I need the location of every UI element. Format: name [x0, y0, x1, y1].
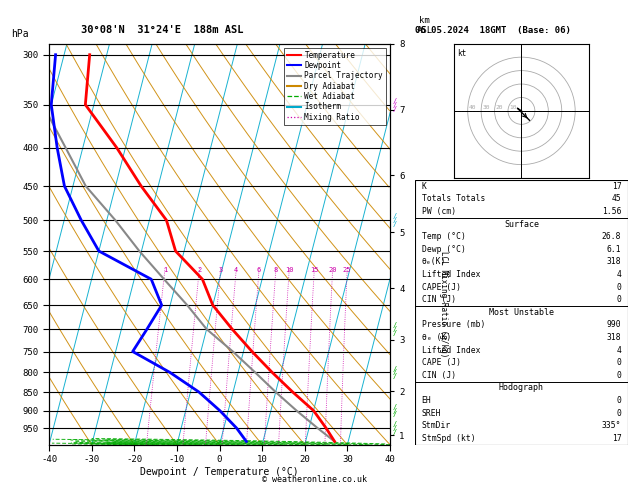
Text: LCL Mixing Ratio (g/kg): LCL Mixing Ratio (g/kg) — [439, 251, 448, 358]
Text: 17: 17 — [611, 182, 621, 191]
Text: 335°: 335° — [602, 421, 621, 430]
Text: /: / — [393, 330, 398, 336]
Text: /: / — [393, 102, 398, 108]
Text: 30°08'N  31°24'E  188m ASL: 30°08'N 31°24'E 188m ASL — [81, 25, 243, 35]
X-axis label: Dewpoint / Temperature (°C): Dewpoint / Temperature (°C) — [140, 467, 299, 477]
Text: 4: 4 — [616, 346, 621, 355]
Text: /: / — [393, 98, 398, 104]
Text: 318: 318 — [607, 333, 621, 342]
Text: 0: 0 — [616, 295, 621, 304]
Text: 10: 10 — [285, 267, 294, 273]
Text: 4: 4 — [616, 270, 621, 279]
Text: /: / — [393, 326, 398, 332]
Text: 318: 318 — [607, 258, 621, 266]
Text: Pressure (mb): Pressure (mb) — [421, 320, 485, 330]
Text: StmDir: StmDir — [421, 421, 451, 430]
Text: /: / — [393, 373, 398, 379]
Text: 0: 0 — [616, 396, 621, 405]
Text: Hodograph: Hodograph — [499, 383, 544, 393]
Text: EH: EH — [421, 396, 431, 405]
Text: km
ASL: km ASL — [416, 17, 433, 35]
Text: 17: 17 — [611, 434, 621, 443]
Text: /: / — [393, 421, 398, 427]
Text: /: / — [393, 408, 398, 414]
Text: /: / — [393, 322, 398, 328]
Text: Lifted Index: Lifted Index — [421, 346, 480, 355]
Text: 1.56: 1.56 — [602, 207, 621, 216]
Text: θₑ (K): θₑ (K) — [421, 333, 451, 342]
Text: 4: 4 — [234, 267, 238, 273]
Text: 0: 0 — [616, 409, 621, 417]
Text: Temp (°C): Temp (°C) — [421, 232, 465, 241]
Text: 45: 45 — [611, 194, 621, 204]
Text: Most Unstable: Most Unstable — [489, 308, 554, 317]
Text: 6: 6 — [257, 267, 261, 273]
Text: 3: 3 — [218, 267, 223, 273]
Text: StmSpd (kt): StmSpd (kt) — [421, 434, 475, 443]
Text: θₑ(K): θₑ(K) — [421, 258, 446, 266]
Text: 25: 25 — [343, 267, 352, 273]
Text: /: / — [393, 369, 398, 375]
Text: 0: 0 — [616, 283, 621, 292]
Text: 15: 15 — [310, 267, 318, 273]
Text: K: K — [421, 182, 426, 191]
Text: /: / — [393, 221, 398, 227]
Text: 06.05.2024  18GMT  (Base: 06): 06.05.2024 18GMT (Base: 06) — [415, 26, 571, 35]
Text: 10: 10 — [509, 104, 517, 109]
Text: /: / — [393, 429, 398, 435]
Text: 990: 990 — [607, 320, 621, 330]
Text: © weatheronline.co.uk: © weatheronline.co.uk — [262, 474, 367, 484]
Text: kt: kt — [457, 49, 466, 58]
Text: CAPE (J): CAPE (J) — [421, 358, 460, 367]
Text: 40: 40 — [469, 104, 477, 109]
Text: SREH: SREH — [421, 409, 441, 417]
Text: Totals Totals: Totals Totals — [421, 194, 485, 204]
Text: 20: 20 — [328, 267, 337, 273]
Text: Lifted Index: Lifted Index — [421, 270, 480, 279]
Text: Dewp (°C): Dewp (°C) — [421, 245, 465, 254]
Text: hPa: hPa — [11, 29, 29, 39]
Text: CAPE (J): CAPE (J) — [421, 283, 460, 292]
Text: /: / — [393, 425, 398, 431]
Text: 20: 20 — [496, 104, 503, 109]
Text: CIN (J): CIN (J) — [421, 371, 455, 380]
Text: 26.8: 26.8 — [602, 232, 621, 241]
Text: Surface: Surface — [504, 220, 539, 229]
Text: 1: 1 — [163, 267, 167, 273]
Text: /: / — [393, 213, 398, 219]
Text: CIN (J): CIN (J) — [421, 295, 455, 304]
Text: /: / — [393, 105, 398, 112]
Legend: Temperature, Dewpoint, Parcel Trajectory, Dry Adiabat, Wet Adiabat, Isotherm, Mi: Temperature, Dewpoint, Parcel Trajectory… — [284, 48, 386, 125]
Text: /: / — [393, 404, 398, 410]
Text: 0: 0 — [616, 358, 621, 367]
Text: PW (cm): PW (cm) — [421, 207, 455, 216]
Text: 2: 2 — [197, 267, 201, 273]
Text: /: / — [393, 365, 398, 371]
Text: 30: 30 — [482, 104, 490, 109]
Text: /: / — [393, 412, 398, 417]
Text: /: / — [393, 217, 398, 223]
Text: 6.1: 6.1 — [607, 245, 621, 254]
Text: 0: 0 — [616, 371, 621, 380]
Text: 8: 8 — [274, 267, 278, 273]
